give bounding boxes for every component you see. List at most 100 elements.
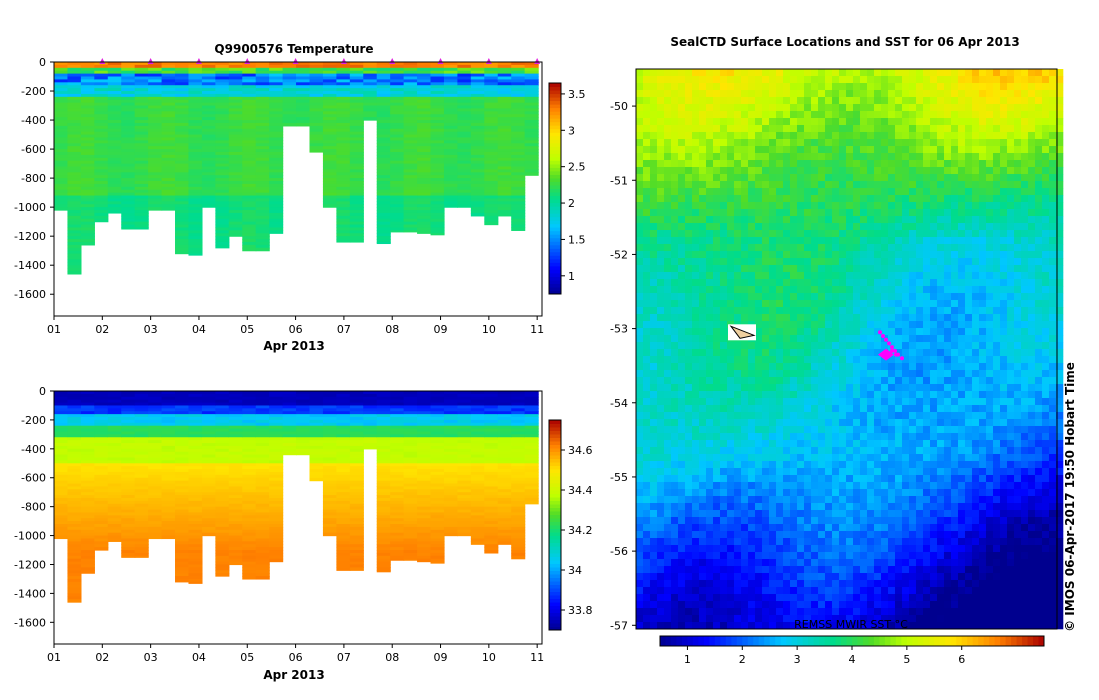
section-cell <box>188 391 203 395</box>
section-cell <box>242 448 257 453</box>
section-cell <box>457 408 472 412</box>
section-cell <box>430 183 445 188</box>
section-cell <box>376 137 391 141</box>
section-cell <box>148 393 163 398</box>
sst-cell <box>776 83 784 91</box>
section-cell <box>497 212 512 217</box>
section-cell <box>430 128 445 133</box>
section-cell <box>242 460 257 464</box>
sst-cell <box>1042 125 1050 133</box>
section-cell <box>67 599 82 603</box>
section-cell <box>148 186 163 191</box>
sst-cell <box>860 90 868 98</box>
section-cell <box>417 454 432 459</box>
section-cell <box>80 204 95 208</box>
section-cell <box>215 425 230 430</box>
section-cell <box>497 67 512 72</box>
section-cell <box>484 550 499 554</box>
section-cell <box>484 149 499 153</box>
section-cell <box>134 154 149 159</box>
sst-cell <box>958 97 966 105</box>
sst-cell <box>783 118 791 126</box>
section-cell <box>390 70 405 75</box>
section-cell <box>349 163 364 168</box>
section-cell <box>430 451 445 456</box>
section-cell <box>94 480 109 485</box>
section-cell <box>336 448 351 453</box>
surface-marker <box>292 58 299 64</box>
sst-cell <box>727 146 735 154</box>
section-cell <box>470 189 485 194</box>
section-cell <box>161 457 176 461</box>
section-cell <box>430 497 445 502</box>
section-cell <box>322 532 337 537</box>
section-cell <box>134 497 149 502</box>
sst-cell <box>804 153 812 161</box>
section-cell <box>376 469 391 473</box>
section-cell <box>215 550 230 554</box>
sst-cell <box>1035 139 1043 147</box>
section-cell <box>269 483 284 488</box>
sst-cell <box>916 97 924 105</box>
sst-cell <box>734 90 742 98</box>
section-cell <box>80 460 95 464</box>
section-cell <box>228 414 243 418</box>
section-cell <box>175 506 190 511</box>
section-cell <box>80 538 95 542</box>
section-cell <box>161 122 176 127</box>
section-cell <box>443 151 459 156</box>
sst-cell <box>776 125 784 133</box>
section-cell <box>107 431 122 435</box>
section-cell <box>349 506 364 511</box>
section-cell <box>188 480 203 485</box>
section-cell <box>417 207 432 211</box>
section-cell <box>242 239 257 243</box>
sst-cell <box>776 139 784 147</box>
section-cell <box>121 120 136 124</box>
section-cell <box>255 157 270 162</box>
section-cell <box>228 477 243 482</box>
section-cell <box>322 76 337 81</box>
sst-cell <box>972 76 980 84</box>
section-cell <box>175 547 190 551</box>
section-cell <box>228 492 243 496</box>
sst-cell <box>741 132 749 140</box>
section-cell <box>430 195 445 200</box>
section-cell <box>121 163 136 168</box>
sst-cell <box>769 69 777 77</box>
section-cell <box>107 105 122 110</box>
section-cell <box>67 561 82 566</box>
section-cell <box>322 99 337 104</box>
section-cell <box>322 79 337 83</box>
section-cell <box>215 137 230 141</box>
colorbar-tick-label: 34 <box>568 564 582 577</box>
section-cell <box>457 143 472 147</box>
sst-cell <box>664 111 672 119</box>
section-cell <box>175 210 190 214</box>
section-cell <box>121 210 136 214</box>
section-cell <box>470 518 485 522</box>
section-cell <box>349 515 364 519</box>
section-cell <box>242 189 257 194</box>
section-cell <box>457 73 472 78</box>
sst-cell <box>748 132 756 140</box>
section-cell <box>511 431 526 435</box>
section-cell <box>228 512 243 516</box>
section-cell <box>242 215 257 220</box>
section-cell <box>188 437 203 441</box>
sst-cell <box>979 97 987 105</box>
section-cell <box>242 512 257 516</box>
sst-cell <box>797 160 805 168</box>
section-cell <box>417 96 432 101</box>
sst-cell <box>881 118 889 126</box>
section-cell <box>336 425 351 430</box>
section-cell <box>322 431 337 435</box>
section-cell <box>228 555 243 560</box>
section-cell <box>242 114 257 118</box>
section-cell <box>107 99 122 104</box>
section-cell <box>67 207 82 211</box>
section-cell <box>511 157 526 162</box>
section-cell <box>269 215 284 220</box>
section-cell <box>255 210 270 214</box>
